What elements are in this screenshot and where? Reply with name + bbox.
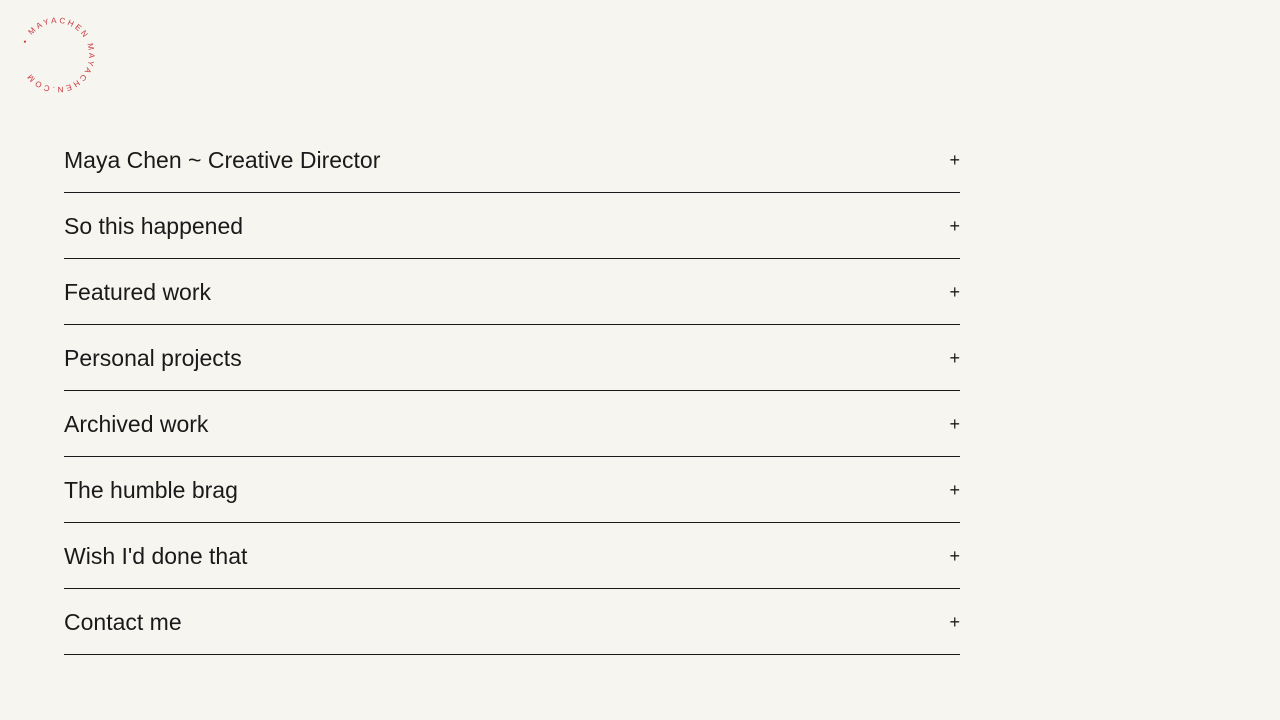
- plus-icon[interactable]: +: [949, 150, 960, 170]
- accordion-item-label: Wish I'd done that: [64, 543, 248, 569]
- accordion-item-so-this-happened[interactable]: So this happened +: [64, 193, 960, 259]
- accordion-item-label: So this happened: [64, 213, 244, 239]
- accordion-item-wish-i-d-done-that[interactable]: Wish I'd done that +: [64, 523, 960, 589]
- logo-text: • MAYACHEN MAYACHEN.COM: [7, 5, 107, 105]
- accordion-item-contact-me[interactable]: Contact me +: [64, 589, 960, 655]
- svg-text:• MAYACHEN MAYACHEN.COM: • MAYACHEN MAYACHEN.COM: [17, 15, 97, 95]
- accordion-item-the-humble-brag[interactable]: The humble brag +: [64, 457, 960, 523]
- accordion-item-label: Maya Chen ~ Creative Director: [64, 147, 381, 173]
- accordion-item-personal-projects[interactable]: Personal projects +: [64, 325, 960, 391]
- accordion-item-label: Contact me: [64, 609, 182, 635]
- accordion-menu: Maya Chen ~ Creative Director + So this ha…: [64, 127, 960, 655]
- plus-icon[interactable]: +: [949, 546, 960, 566]
- accordion-item-label: Archived work: [64, 411, 209, 437]
- plus-icon[interactable]: +: [949, 612, 960, 632]
- plus-icon[interactable]: +: [949, 348, 960, 368]
- plus-icon[interactable]: +: [949, 282, 960, 302]
- accordion-item-archived-work[interactable]: Archived work +: [64, 391, 960, 457]
- plus-icon[interactable]: +: [949, 216, 960, 236]
- accordion-item-featured-work[interactable]: Featured work +: [64, 259, 960, 325]
- accordion-item-label: The humble brag: [64, 477, 238, 503]
- accordion-item-maya-chen-creative-director[interactable]: Maya Chen ~ Creative Director +: [64, 127, 960, 193]
- circular-logo[interactable]: • MAYACHEN MAYACHEN.COM: [7, 5, 107, 105]
- plus-icon[interactable]: +: [949, 480, 960, 500]
- accordion-item-label: Featured work: [64, 279, 212, 305]
- plus-icon[interactable]: +: [949, 414, 960, 434]
- accordion-item-label: Personal projects: [64, 345, 242, 371]
